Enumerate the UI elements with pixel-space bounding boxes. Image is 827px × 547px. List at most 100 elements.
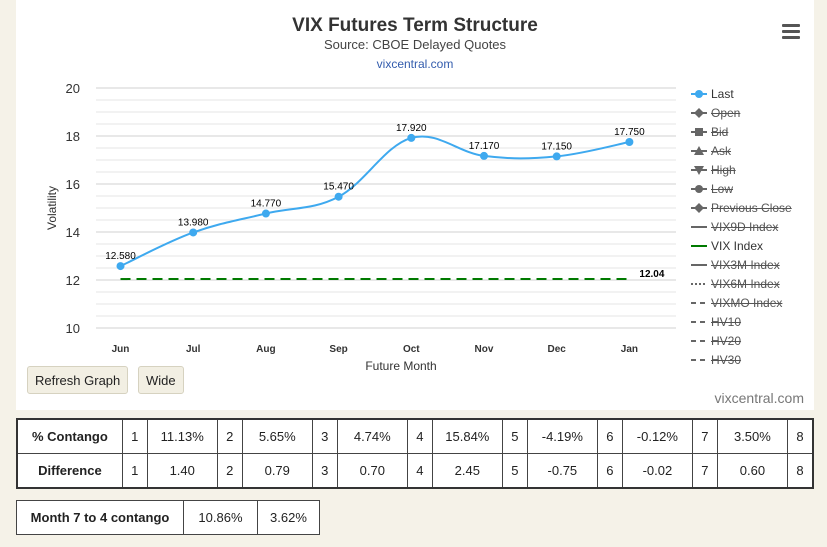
circle-marker-icon xyxy=(691,90,707,98)
month-index-cell: 6 xyxy=(596,453,623,489)
x-tick-label: Jan xyxy=(621,344,638,355)
last-data-label: 13.980 xyxy=(178,217,209,228)
legend-item[interactable]: Ask xyxy=(689,142,814,161)
x-tick-label: Jul xyxy=(186,344,201,355)
month-index-cell: 2 xyxy=(216,418,243,454)
last-point xyxy=(261,209,270,218)
last-data-label: 17.750 xyxy=(614,127,645,138)
difference-value-cell: 0.79 xyxy=(241,453,313,489)
refresh-graph-button[interactable]: Refresh Graph xyxy=(27,366,129,394)
month-7-to-4-value: 3.62% xyxy=(256,500,321,535)
difference-row-label: Difference xyxy=(16,453,123,489)
legend-item[interactable]: Bid xyxy=(689,123,814,142)
month-index-cell: 2 xyxy=(216,453,243,489)
solid-line-icon xyxy=(691,264,707,266)
contango-value-cell: 3.50% xyxy=(716,418,789,454)
legend-item-label: Last xyxy=(711,87,734,101)
last-point xyxy=(407,133,416,142)
legend-item[interactable]: VIX Index xyxy=(689,237,814,256)
difference-value-cell: 1.40 xyxy=(146,453,218,489)
y-tick-label: 18 xyxy=(66,129,80,144)
contango-value-cell: 5.65% xyxy=(241,418,313,454)
dashed-line-icon xyxy=(691,359,707,361)
last-data-label: 17.170 xyxy=(469,141,500,152)
legend-item[interactable]: Open xyxy=(689,104,814,123)
y-tick-label: 20 xyxy=(66,81,80,96)
legend-item[interactable]: VIX6M Index xyxy=(689,275,814,294)
wide-button[interactable]: Wide xyxy=(138,366,184,394)
legend-item-label: High xyxy=(711,163,736,177)
legend: Last Open Bid Ask High Low Previous Close VIX9D… xyxy=(689,85,814,370)
month-index-cell: 3 xyxy=(311,418,338,454)
last-point xyxy=(116,262,125,271)
legend-item[interactable]: High xyxy=(689,161,814,180)
difference-value-cell: 0.70 xyxy=(336,453,408,489)
last-data-label: 17.150 xyxy=(541,141,572,152)
legend-item[interactable]: Last xyxy=(689,85,814,104)
last-series-line xyxy=(120,135,630,267)
x-tick-label: Aug xyxy=(256,344,275,355)
month-index-cell: 5 xyxy=(501,418,528,454)
y-axis-title: Volatility xyxy=(45,186,59,230)
last-point xyxy=(189,228,198,237)
legend-item[interactable]: VIX3M Index xyxy=(689,256,814,275)
legend-item-label: VIX3M Index xyxy=(711,258,780,272)
month-index-cell: 1 xyxy=(121,453,148,489)
legend-item[interactable]: HV10 xyxy=(689,313,814,332)
contango-row-label: % Contango xyxy=(16,418,123,454)
x-tick-label: Oct xyxy=(403,344,420,355)
y-tick-label: 10 xyxy=(66,321,80,336)
difference-value-cell: -0.75 xyxy=(526,453,598,489)
x-axis-title: Future Month xyxy=(365,359,436,373)
legend-item-label: VIX9D Index xyxy=(711,220,779,234)
legend-item[interactable]: Previous Close xyxy=(689,199,814,218)
source-link[interactable]: vixcentral.com xyxy=(376,57,454,71)
last-point xyxy=(334,192,343,201)
month-index-cell: 3 xyxy=(311,453,338,489)
month-index-cell: 4 xyxy=(406,453,433,489)
legend-item-label: Open xyxy=(711,106,741,120)
x-tick-label: Nov xyxy=(475,344,494,355)
legend-item[interactable]: HV20 xyxy=(689,332,814,351)
chart-subtitle: Source: CBOE Delayed Quotes xyxy=(323,37,507,52)
month-index-cell: 6 xyxy=(596,418,623,454)
y-tick-label: 16 xyxy=(66,177,80,192)
legend-item-label: HV10 xyxy=(711,315,742,329)
last-data-label: 17.920 xyxy=(396,123,427,134)
dashed-line-icon xyxy=(691,321,707,323)
legend-item[interactable]: HV30 xyxy=(689,351,814,370)
difference-value-cell: 0.60 xyxy=(716,453,789,489)
last-data-label: 15.470 xyxy=(323,182,354,193)
last-point xyxy=(552,152,561,161)
month-7-to-4-value: 10.86% xyxy=(183,500,258,535)
triangle-marker-icon xyxy=(691,146,707,155)
dashed-line-icon xyxy=(691,340,707,342)
month-index-cell: 1 xyxy=(121,418,148,454)
difference-value-cell: -0.02 xyxy=(621,453,693,489)
chart-title: VIX Futures Term Structure xyxy=(292,15,538,36)
legend-item-label: HV30 xyxy=(711,353,742,367)
legend-item[interactable]: VIX9D Index xyxy=(689,218,814,237)
legend-item-label: VIX6M Index xyxy=(711,277,780,291)
contango-value-cell: 4.74% xyxy=(336,418,408,454)
legend-item-label: Low xyxy=(711,182,734,196)
legend-item-label: HV20 xyxy=(711,334,742,348)
last-point xyxy=(625,138,634,146)
hamburger-menu-icon[interactable] xyxy=(782,24,800,40)
y-tick-label: 14 xyxy=(66,225,80,240)
last-data-label: 14.770 xyxy=(251,199,282,210)
x-tick-label: Jun xyxy=(112,344,130,355)
legend-item-label: VIXMO Index xyxy=(711,296,783,310)
legend-item[interactable]: Low xyxy=(689,180,814,199)
circle-marker-icon xyxy=(691,185,707,193)
month-index-cell: 8 xyxy=(787,418,814,454)
solid-line-icon xyxy=(691,226,707,228)
contango-value-cell: -0.12% xyxy=(621,418,693,454)
diamond-marker-icon xyxy=(691,203,707,213)
triangle-down-marker-icon xyxy=(691,166,707,175)
month-index-cell: 4 xyxy=(406,418,433,454)
credit-link[interactable]: vixcentral.com xyxy=(714,390,804,406)
dotted-line-icon xyxy=(691,283,707,285)
legend-item[interactable]: VIXMO Index xyxy=(689,294,814,313)
month-7-to-4-label: Month 7 to 4 contango xyxy=(16,500,184,535)
